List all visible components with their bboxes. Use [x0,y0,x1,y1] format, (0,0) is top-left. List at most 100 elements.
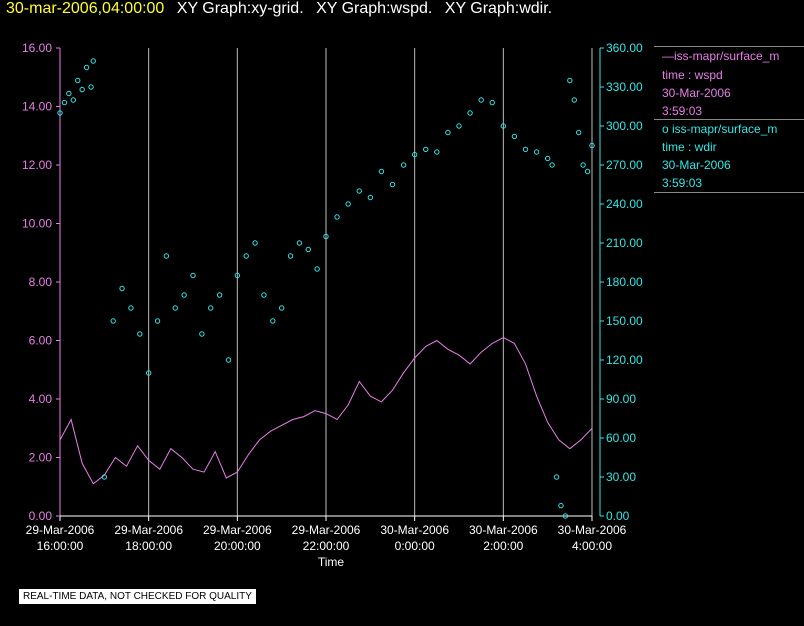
wdir-point [110,318,116,324]
x-axis-title: Time [318,555,345,569]
y-right-tick-label: 180.00 [606,275,643,289]
graph-title-grid: XY Graph:xy-grid. [176,0,304,17]
x-tick-date-label: 29-Mar-2006 [292,523,361,537]
wdir-point [296,240,303,246]
wdir-point [478,97,484,103]
wdir-point [208,305,214,311]
y-left-tick-label: 12.00 [22,158,52,172]
legend-wspd-date: 30-Mar-2006 [662,86,731,100]
y-left-tick-label: 14.00 [22,100,52,114]
wdir-point [75,77,81,84]
x-tick-time-label: 22:00:00 [303,539,350,553]
wdir-point [467,110,473,116]
wdir-point [522,146,529,153]
wdir-point [225,357,232,363]
wdir-point [549,162,555,168]
graph-title-wspd: XY Graph:wspd. [316,0,433,17]
wdir-point [367,194,374,201]
wdir-point [533,149,540,155]
y-right-tick-label: 240.00 [606,197,643,211]
legend-divider-top [654,46,804,47]
y-right-tick-label: 330.00 [606,80,643,94]
wdir-point [558,502,564,509]
wdir-point [79,86,85,93]
grid-lines [59,48,593,516]
wdir-point [544,155,551,162]
y-left-tick-label: 16.00 [22,41,52,55]
legend-wspd-var: time : wspd [662,68,723,82]
wdir-point [334,214,340,220]
wspd-series [59,337,593,485]
wdir-point [88,84,94,90]
wdir-point [119,285,125,292]
wdir-point [576,129,582,136]
y-right-tick-label: 300.00 [606,119,643,133]
legend-wdir-time: 3:59:03 [662,176,703,190]
wdir-point [389,181,396,188]
x-tick-date-label: 30-Mar-2006 [558,523,627,537]
wdir-point [584,168,591,175]
wdir-point [128,305,134,311]
wdir-point [83,64,90,71]
wdir-point [181,292,187,298]
x-tick-time-label: 16:00:00 [37,539,84,553]
x-tick-date-label: 30-Mar-2006 [380,523,449,537]
legend-wdir-date: 30-Mar-2006 [662,158,731,172]
wdir-point [287,253,294,259]
y-right-tick-label: 120.00 [606,353,643,367]
wdir-point [252,240,258,246]
wdir-point [445,129,451,136]
wdir-point [190,272,196,279]
wdir-point [489,99,495,106]
wdir-point [411,151,418,158]
wdir-point [589,142,595,149]
wdir-point [66,90,72,97]
quality-note: REAL-TIME DATA, NOT CHECKED FOR QUALITY [19,589,256,604]
y-left-tick-label: 4.00 [29,392,53,406]
wdir-point [562,513,569,519]
wdir-point [154,318,161,324]
wdir-point [314,266,320,272]
x-tick-time-label: 20:00:00 [214,539,261,553]
y-right-tick-label: 270.00 [606,158,643,172]
legend-wdir-name: o iss-mapr/surface_m [662,122,778,136]
wdir-point [90,58,96,64]
wdir-point [567,77,573,84]
wdir-point [270,318,276,324]
x-tick-date-label: 29-Mar-2006 [203,523,272,537]
wdir-point [243,253,249,259]
y-left-tick-label: 2.00 [29,451,53,465]
wspd-line [59,337,593,485]
wdir-point [278,305,285,311]
wdir-point [172,305,178,311]
wdir-point [137,331,143,337]
y-right-tick-label: 30.00 [606,470,636,484]
wdir-point [423,146,429,153]
y-right-tick-label: 150.00 [606,314,643,328]
legend-wspd-time: 3:59:03 [662,104,703,118]
timestamp: 30-mar-2006,04:00:00 [6,0,165,17]
wdir-series [57,58,595,519]
x-tick-time-label: 4:00:00 [572,539,612,553]
x-tick-time-label: 0:00:00 [395,539,435,553]
y-right-tick-label: 210.00 [606,236,643,250]
legend-divider-bottom [654,192,804,193]
wdir-point [511,133,518,140]
legend-wdir-var: time : wdir [662,140,717,154]
legend-divider-mid [654,119,804,120]
wdir-point [163,253,170,259]
wdir-point [500,123,507,129]
y-right-tick-label: 0.00 [606,509,630,523]
y-left-tick-label: 8.00 [29,275,53,289]
y-left-tick-label: 6.00 [29,334,53,348]
wdir-point [456,123,462,129]
wdir-point [553,474,560,480]
x-tick-time-label: 2:00:00 [483,539,523,553]
x-tick-date-label: 29-Mar-2006 [114,523,183,537]
y-right-tick-label: 60.00 [606,431,636,445]
y-right-tick-label: 90.00 [606,392,636,406]
x-tick-date-label: 29-Mar-2006 [26,523,95,537]
wdir-point [57,110,63,116]
wdir-point [378,168,385,175]
